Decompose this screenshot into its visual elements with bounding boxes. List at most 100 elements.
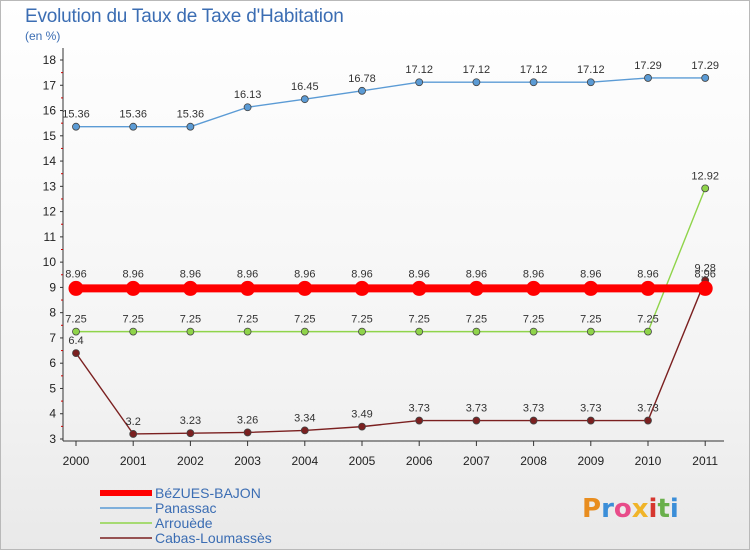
x-tick-label: 2007 bbox=[463, 454, 490, 468]
data-point bbox=[358, 86, 366, 95]
x-tick-label: 2002 bbox=[177, 454, 204, 468]
data-point bbox=[129, 430, 138, 438]
data-label: 6.4 bbox=[68, 335, 83, 347]
data-label: 7.25 bbox=[580, 314, 601, 326]
legend-label: BéZUES-BAJON bbox=[155, 485, 261, 501]
data-point bbox=[583, 280, 599, 296]
data-point bbox=[300, 327, 309, 336]
data-label: 17.12 bbox=[463, 64, 491, 76]
legend: BéZUES-BAJONPanassacArrouèdeCabas-Loumas… bbox=[100, 485, 272, 546]
data-label: 8.96 bbox=[351, 268, 372, 280]
data-label: 7.25 bbox=[466, 314, 487, 326]
data-point bbox=[701, 74, 710, 82]
data-point bbox=[472, 78, 481, 87]
data-point bbox=[358, 422, 366, 431]
data-label: 7.25 bbox=[65, 314, 86, 326]
y-tick-label: 8 bbox=[49, 306, 56, 320]
x-tick-label: 2011 bbox=[692, 454, 718, 468]
data-label: 16.78 bbox=[348, 73, 376, 85]
data-label: 15.36 bbox=[177, 109, 205, 121]
data-label: 8.96 bbox=[65, 268, 86, 280]
x-tick-label: 2001 bbox=[120, 454, 147, 468]
y-tick-label: 12 bbox=[43, 205, 57, 219]
data-point bbox=[72, 122, 80, 131]
y-tick-label: 11 bbox=[44, 230, 57, 244]
data-point bbox=[701, 184, 710, 193]
data-point bbox=[129, 122, 138, 131]
data-label: 3.2 bbox=[126, 416, 141, 428]
chart-title: Evolution du Taux de Taxe d'Habitation bbox=[25, 6, 344, 27]
data-point bbox=[354, 280, 370, 296]
data-label: 17.12 bbox=[577, 64, 605, 76]
data-label: 8.96 bbox=[122, 268, 143, 280]
data-label: 8.96 bbox=[637, 268, 658, 280]
series-line bbox=[75, 280, 706, 435]
legend-label: Cabas-Loumassès bbox=[155, 530, 272, 546]
data-point bbox=[472, 327, 481, 336]
data-label: 7.25 bbox=[408, 314, 429, 326]
data-label: 15.36 bbox=[62, 109, 90, 121]
data-point bbox=[415, 327, 424, 336]
data-label: 3.73 bbox=[523, 403, 544, 415]
data-point bbox=[529, 327, 538, 336]
data-point bbox=[125, 280, 141, 296]
data-point bbox=[640, 280, 656, 296]
data-point bbox=[472, 416, 481, 425]
x-tick-label: 2009 bbox=[577, 454, 604, 468]
data-label: 17.29 bbox=[634, 60, 662, 72]
data-point bbox=[529, 416, 538, 425]
series-bezues-bajon: 8.96 8.96 8.96 8.96 8.96 8.96 8.96 8.96 8.96 8.96… bbox=[65, 268, 716, 296]
y-tick-label: 9 bbox=[49, 280, 56, 294]
data-label: 8.96 bbox=[294, 268, 315, 280]
legend-label: Panassac bbox=[155, 500, 216, 516]
data-point bbox=[415, 416, 424, 425]
data-label: 15.36 bbox=[119, 109, 147, 121]
data-point bbox=[415, 78, 424, 87]
data-point bbox=[300, 95, 309, 104]
data-label: 3.73 bbox=[580, 403, 601, 415]
y-tick-label: 6 bbox=[49, 356, 56, 370]
y-tick-label: 3 bbox=[49, 432, 56, 446]
y-tick-label: 4 bbox=[49, 407, 56, 421]
y-tick-label: 13 bbox=[43, 179, 57, 193]
data-label: 3.49 bbox=[351, 409, 372, 421]
data-label: 8.96 bbox=[408, 268, 429, 280]
data-label: 7.25 bbox=[637, 314, 658, 326]
data-point bbox=[300, 426, 309, 435]
y-tick-label: 16 bbox=[43, 104, 57, 118]
series-line bbox=[76, 188, 706, 333]
data-label: 7.25 bbox=[351, 314, 372, 326]
data-label: 8.96 bbox=[523, 268, 544, 280]
data-point bbox=[68, 280, 84, 296]
data-point bbox=[186, 327, 195, 336]
data-point bbox=[243, 103, 252, 112]
data-label: 8.96 bbox=[466, 268, 487, 280]
data-label: 3.23 bbox=[180, 415, 201, 427]
data-label: 9.28 bbox=[694, 262, 715, 274]
legend-label: Arrouède bbox=[155, 515, 213, 531]
data-label: 3.73 bbox=[408, 403, 429, 415]
data-point bbox=[411, 280, 427, 296]
y-tick-label: 7 bbox=[49, 331, 56, 345]
y-tick-label: 17 bbox=[43, 78, 57, 92]
data-label: 8.96 bbox=[237, 268, 258, 280]
x-tick-label: 2006 bbox=[406, 454, 433, 468]
data-label: 7.25 bbox=[523, 314, 544, 326]
data-point bbox=[186, 429, 195, 438]
data-point bbox=[644, 416, 652, 425]
data-label: 17.12 bbox=[405, 64, 433, 76]
x-tick-label: 2010 bbox=[635, 454, 662, 468]
data-label: 8.96 bbox=[180, 268, 201, 280]
data-point bbox=[526, 280, 542, 296]
data-point bbox=[644, 74, 652, 82]
x-tick-label: 2005 bbox=[349, 454, 376, 468]
series-cabas-loumass-s: 6.4 3.2 3.23 3.26 3.34 3.49 3.73 3.73 3.73 3.73 3.… bbox=[68, 262, 716, 438]
x-tick-label: 2004 bbox=[291, 454, 318, 468]
data-label: 16.45 bbox=[291, 81, 319, 93]
data-point bbox=[297, 280, 313, 296]
data-point bbox=[129, 327, 138, 336]
y-tick-label: 15 bbox=[43, 129, 57, 143]
chart-subtitle: (en %) bbox=[25, 29, 61, 43]
